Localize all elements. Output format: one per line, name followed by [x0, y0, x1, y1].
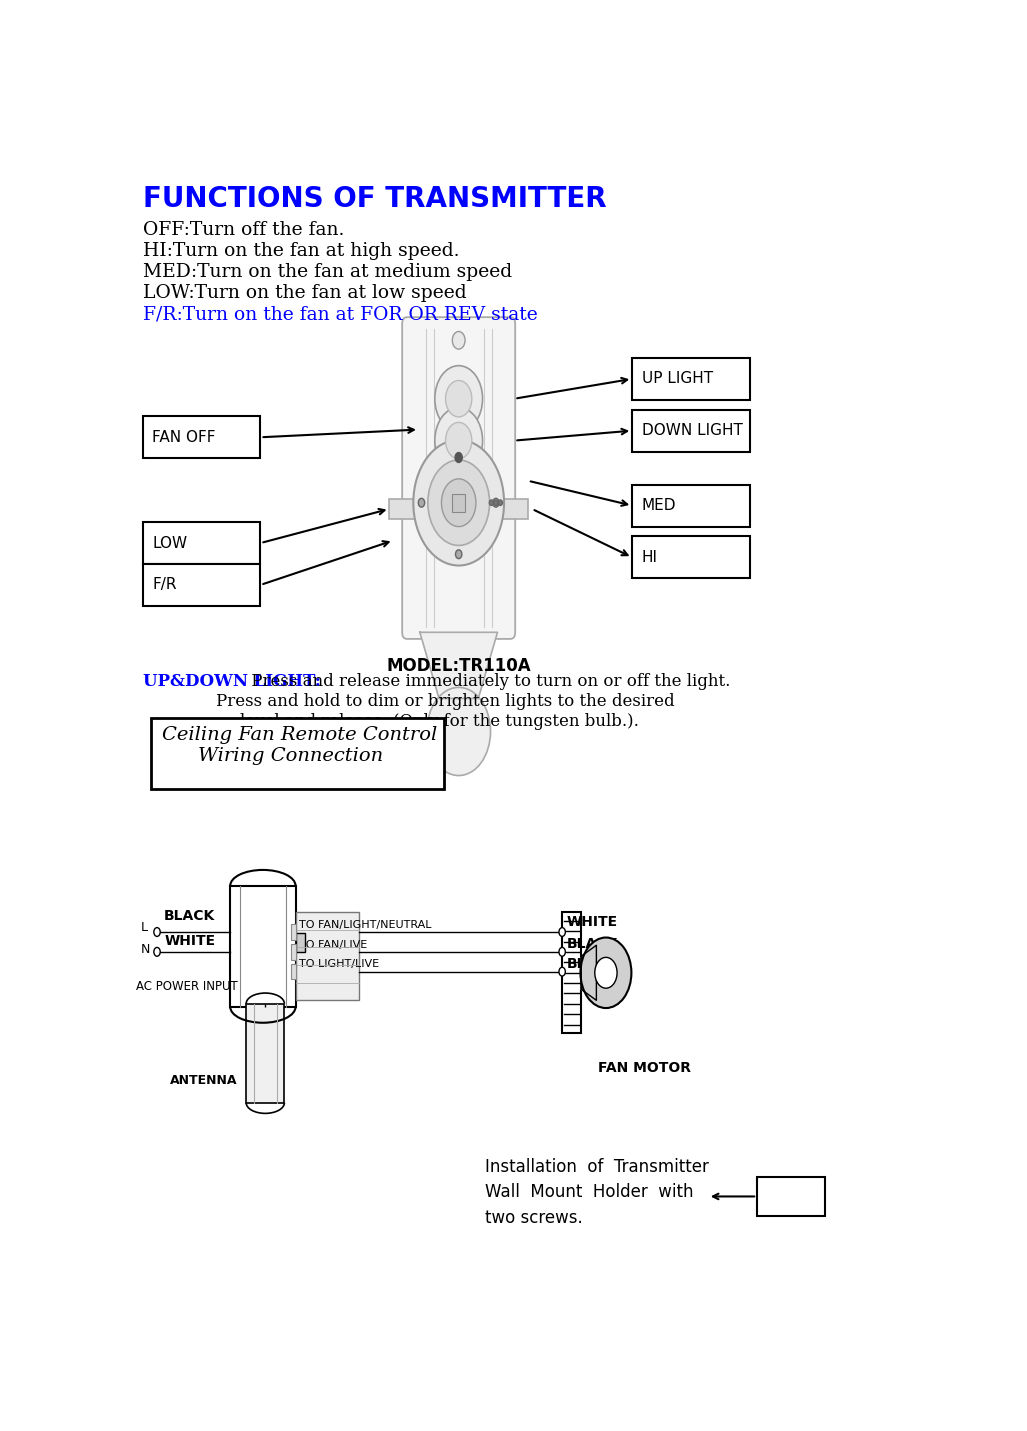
Text: LOW: LOW [152, 535, 187, 551]
Text: UP&DOWN LIGHT:: UP&DOWN LIGHT: [143, 673, 320, 690]
Circle shape [498, 499, 502, 505]
Text: WHITE: WHITE [164, 934, 216, 949]
Text: TO LIGHT/LIVE: TO LIGHT/LIVE [299, 959, 379, 969]
Text: TO FAN/LIVE: TO FAN/LIVE [299, 940, 367, 950]
Text: F/R:Turn on the fan at FOR OR REV state: F/R:Turn on the fan at FOR OR REV state [143, 305, 537, 323]
Circle shape [493, 498, 499, 507]
Text: FAN MOTOR: FAN MOTOR [598, 1060, 691, 1075]
Text: Installation  of  Transmitter: Installation of Transmitter [485, 1158, 709, 1176]
Bar [246, 1003, 284, 1103]
Circle shape [154, 947, 160, 956]
Circle shape [413, 439, 504, 565]
Bar [143, 564, 261, 605]
Bar [633, 358, 750, 399]
Bar [230, 886, 296, 1007]
Text: Wall  Mount  Holder  with: Wall Mount Holder with [485, 1183, 693, 1201]
Text: Press and hold to dim or brighten lights to the desired: Press and hold to dim or brighten lights… [216, 693, 675, 710]
Bar [389, 499, 528, 519]
Text: MED: MED [642, 498, 676, 514]
Polygon shape [581, 946, 597, 1000]
Text: Wiring Connection: Wiring Connection [197, 747, 383, 766]
Bar [452, 494, 465, 511]
Circle shape [456, 550, 462, 558]
Bar [143, 416, 261, 458]
Polygon shape [420, 633, 497, 698]
Text: LOW:Turn on the fan at low speed: LOW:Turn on the fan at low speed [143, 285, 466, 302]
Text: F/R: F/R [152, 578, 177, 592]
Text: Ceiling Fan Remote Control: Ceiling Fan Remote Control [162, 726, 438, 744]
Bar [291, 944, 296, 960]
Circle shape [446, 422, 471, 459]
Circle shape [489, 499, 493, 505]
Bar [633, 485, 750, 527]
Text: FAN OFF: FAN OFF [152, 429, 216, 445]
Bar [143, 522, 261, 564]
Text: two screws.: two screws. [485, 1209, 582, 1226]
Text: FUNCTIONS OF TRANSMITTER: FUNCTIONS OF TRANSMITTER [143, 185, 606, 213]
Circle shape [434, 408, 483, 474]
Circle shape [452, 332, 465, 349]
Bar [633, 537, 750, 578]
Text: WHITE: WHITE [567, 914, 618, 929]
Text: ANTENNA: ANTENNA [169, 1075, 237, 1088]
Text: BLUE: BLUE [567, 956, 607, 970]
Bar [633, 409, 750, 452]
Bar [757, 1176, 825, 1216]
Text: HI:Turn on the fan at high speed.: HI:Turn on the fan at high speed. [143, 242, 459, 260]
Circle shape [442, 479, 476, 527]
Text: AC POWER INPUT: AC POWER INPUT [137, 980, 238, 993]
Bar [291, 924, 296, 940]
Circle shape [427, 687, 491, 776]
Circle shape [434, 366, 483, 432]
Text: HI: HI [642, 550, 657, 565]
Text: L: L [141, 922, 147, 934]
Circle shape [494, 499, 498, 505]
Circle shape [559, 967, 565, 976]
Circle shape [154, 927, 160, 936]
Text: DOWN LIGHT: DOWN LIGHT [642, 424, 743, 438]
FancyBboxPatch shape [403, 318, 516, 638]
Circle shape [446, 381, 471, 416]
Text: MODEL:TR110A: MODEL:TR110A [386, 657, 531, 674]
Circle shape [580, 937, 632, 1007]
Text: OFF:Turn off the fan.: OFF:Turn off the fan. [143, 222, 344, 239]
Text: UP LIGHT: UP LIGHT [642, 372, 713, 386]
Text: BLACK: BLACK [567, 937, 618, 950]
Circle shape [595, 957, 617, 989]
Text: MED:Turn on the fan at medium speed: MED:Turn on the fan at medium speed [143, 263, 511, 280]
Text: N: N [141, 943, 150, 956]
Text: BLACK: BLACK [164, 909, 216, 923]
Bar [151, 718, 444, 788]
Text: level and release. (Only for the tungsten bulb.).: level and release. (Only for the tungste… [240, 713, 639, 730]
Bar [562, 912, 581, 1033]
Circle shape [559, 947, 565, 956]
Text: Press and release immediately to turn on or off the light.: Press and release immediately to turn on… [246, 673, 730, 690]
Circle shape [455, 452, 462, 462]
Circle shape [559, 927, 565, 936]
Circle shape [418, 498, 425, 507]
Circle shape [428, 459, 490, 545]
Bar [296, 912, 359, 1000]
Text: TO FAN/LIGHT/NEUTRAL: TO FAN/LIGHT/NEUTRAL [299, 920, 431, 930]
Bar [296, 933, 305, 953]
Bar [291, 964, 296, 979]
